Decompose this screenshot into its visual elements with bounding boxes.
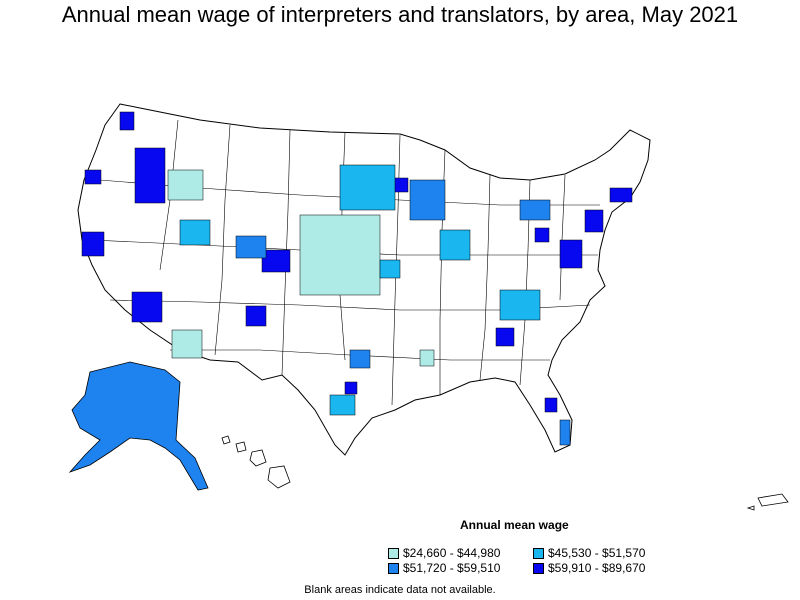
legend-swatch xyxy=(388,562,399,574)
legend-item-4: $59,910 - $89,670 xyxy=(533,561,645,575)
legend-label: $45,530 - $51,570 xyxy=(548,546,646,560)
legend-item-3: $51,720 - $59,510 xyxy=(388,561,500,575)
legend-label: $24,660 - $44,980 xyxy=(403,546,501,560)
map-title: Annual mean wage of interpreters and tra… xyxy=(61,2,739,27)
legend-item-2: $45,530 - $51,570 xyxy=(533,546,645,560)
legend-title: Annual mean wage xyxy=(460,518,569,532)
legend-label: $51,720 - $59,510 xyxy=(403,561,501,575)
legend-swatch xyxy=(533,562,544,574)
footnote: Blank areas indicate data not available. xyxy=(304,584,496,596)
alaska xyxy=(68,361,209,491)
puerto-rico xyxy=(746,493,789,511)
hawaii xyxy=(221,435,291,489)
legend-label: $59,910 - $89,670 xyxy=(548,561,646,575)
legend-swatch xyxy=(388,547,399,559)
legend-item-1: $24,660 - $44,980 xyxy=(388,546,500,560)
legend-swatch xyxy=(533,547,544,559)
shaded-areas xyxy=(81,111,633,446)
